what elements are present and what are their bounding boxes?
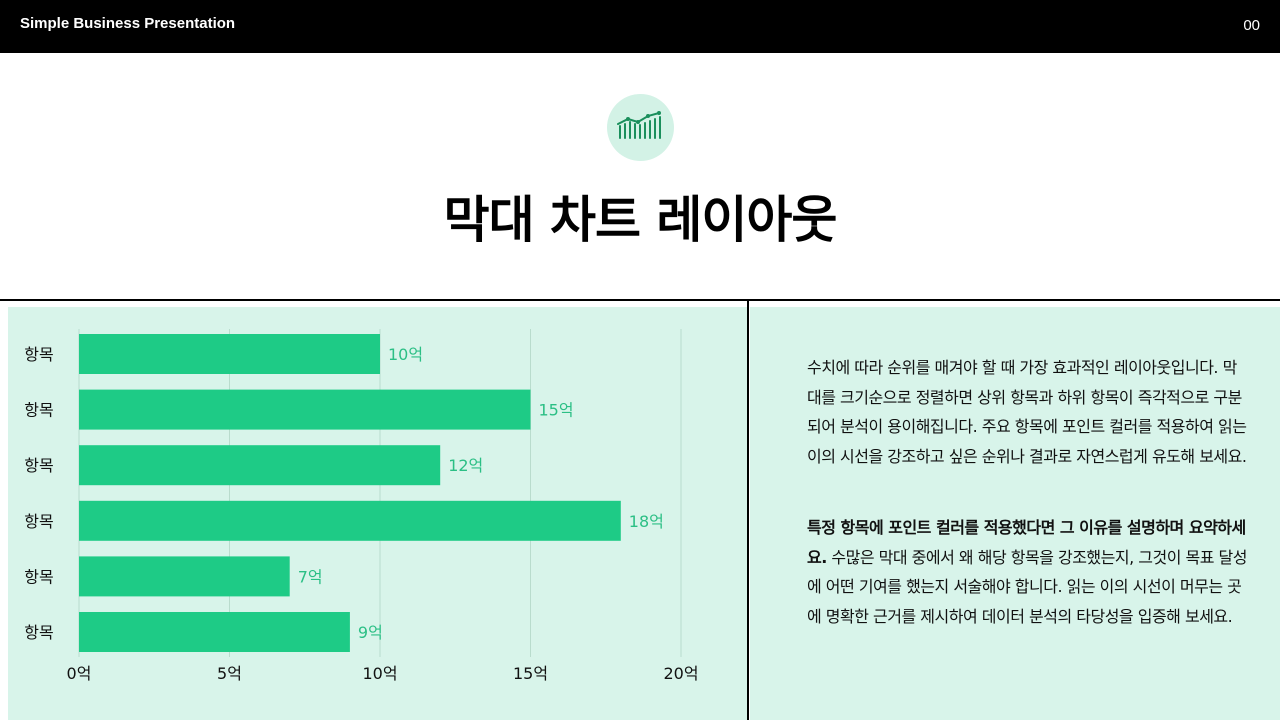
bar — [79, 612, 350, 652]
category-label: 항목 — [24, 512, 53, 531]
category-label: 항목 — [24, 456, 53, 475]
description-body: 수많은 막대 중에서 왜 해당 항목을 강조했는지, 그것이 목표 달성에 어떤… — [807, 547, 1247, 626]
top-bar: Simple Business Presentation 00 — [0, 0, 1280, 53]
bar — [79, 500, 621, 541]
data-label: 18억 — [629, 512, 664, 531]
data-label: 15억 — [539, 401, 574, 420]
vertical-divider — [747, 299, 749, 720]
page-title: 막대 차트 레이아웃 — [443, 191, 838, 249]
x-tick-label: 5억 — [217, 664, 242, 683]
description-paragraph-1: 수치에 따라 순위를 매겨야 할 때 가장 효과적인 레이아웃입니다. 막대를 … — [807, 358, 1247, 466]
chart-panel: 항목 10억 항목 15억 항목 12억 항목 18억 항목 7억 항목 9억 0억 5억 10억 15억 20… — [8, 307, 747, 720]
bar — [79, 334, 380, 374]
bar — [79, 556, 290, 597]
x-tick-label: 20억 — [663, 664, 698, 683]
horizontal-divider — [0, 299, 1280, 301]
page-number: 00 — [1243, 17, 1260, 34]
x-tick-label: 10억 — [362, 664, 397, 683]
x-tick-label: 15억 — [513, 664, 548, 683]
bar — [79, 445, 441, 486]
presentation-title: Simple Business Presentation — [20, 15, 236, 32]
category-label: 항목 — [24, 623, 53, 642]
bar — [79, 389, 531, 430]
bar-chart-trend-icon — [607, 94, 674, 161]
data-label: 9억 — [358, 623, 383, 642]
category-label: 항목 — [24, 345, 53, 364]
category-label: 항목 — [24, 567, 53, 586]
description-paragraph-2: 특정 항목에 포인트 컬러를 적용했다면 그 이유를 설명하며 요약하세요. 수… — [807, 513, 1247, 631]
data-label: 10억 — [388, 345, 423, 364]
data-label: 7억 — [298, 567, 323, 586]
x-tick-label: 0억 — [67, 664, 92, 683]
description-panel: 수치에 따라 순위를 매겨야 할 때 가장 효과적인 레이아웃입니다. 막대를 … — [750, 307, 1280, 720]
data-label: 12억 — [448, 456, 483, 475]
category-label: 항목 — [24, 401, 53, 420]
description-lead: 특정 항목에 포인트 컬러를 적용했다면 그 이유를 설명하며 요약하세요. — [807, 518, 1246, 567]
